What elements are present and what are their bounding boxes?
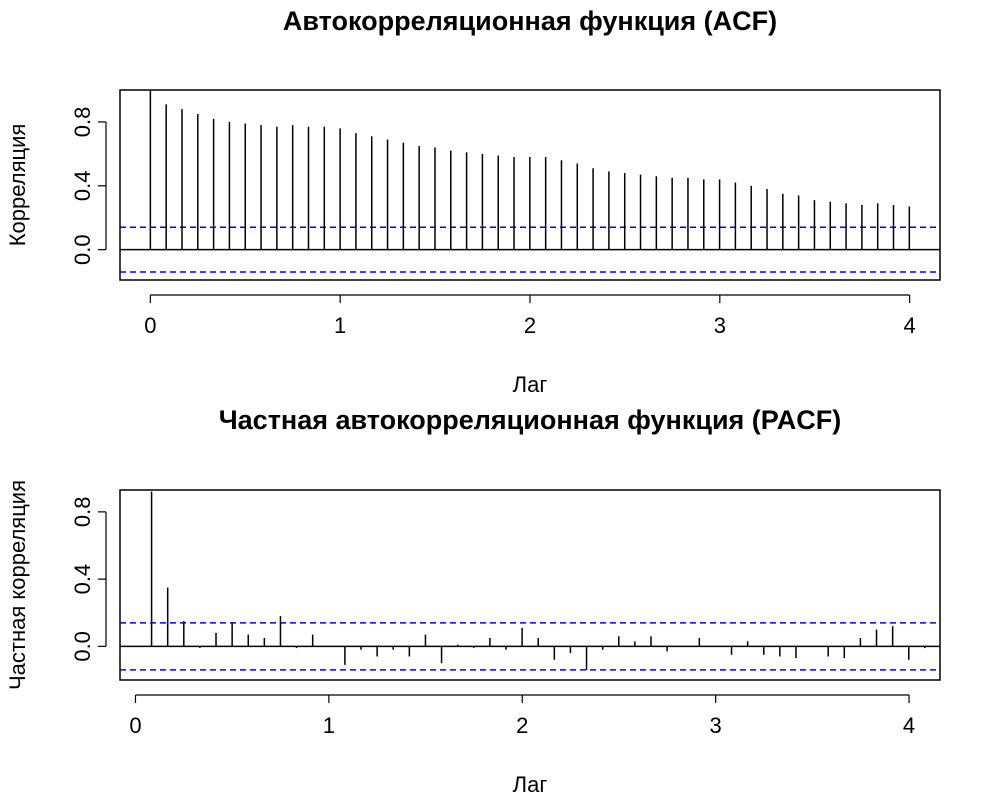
pacf-x-tick-label: 4 [903,713,915,738]
pacf-x-axis-label: Лаг [513,772,548,797]
acf-x-tick-label: 1 [334,313,346,338]
acf-plot-frame [119,89,941,281]
pacf-x-tick-label: 0 [129,713,141,738]
pacf-y-tick-label: 0.4 [70,564,95,595]
pacf-panel: Частная автокорреляционная функция (PACF… [5,405,941,797]
acf-x-axis-label: Лаг [513,372,548,397]
pacf-x-tick-label: 2 [516,713,528,738]
acf-title: Автокорреляционная функция (ACF) [283,6,777,36]
acf-y-axis-label: Корреляция [5,124,30,247]
pacf-x-tick-label: 3 [710,713,722,738]
acf-plot-area: 0 1 2 3 4 0.0 0.4 0.8 [70,89,941,338]
acf-y-tick-label: 0.8 [70,107,95,138]
pacf-plot-frame [119,489,941,681]
acf-x-tick-label: 3 [714,313,726,338]
acf-panel: Автокорреляционная функция (ACF) Лаг Кор… [5,6,941,397]
acf-y-tick-label: 0.4 [70,171,95,202]
pacf-title: Частная автокорреляционная функция (PACF… [219,405,842,435]
pacf-y-tick-label: 0.8 [70,497,95,528]
acf-x-tick-label: 0 [144,313,156,338]
pacf-x-tick-label: 1 [323,713,335,738]
pacf-y-tick-label: 0.0 [70,631,95,662]
pacf-y-axis-label: Частная корреляция [5,480,30,690]
acf-y-tick-label: 0.0 [70,234,95,265]
acf-x-tick-label: 2 [524,313,536,338]
acf-x-tick-label: 4 [904,313,916,338]
pacf-plot-area: 0 1 2 3 4 0.0 0.4 0.8 [70,489,941,738]
